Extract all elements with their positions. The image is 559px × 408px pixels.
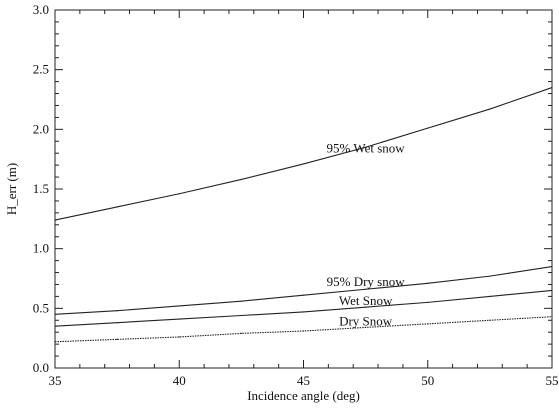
series-1-point (365, 146, 367, 148)
x-axis-label: Incidence angle (deg) (247, 388, 360, 403)
series-4-point (178, 336, 180, 338)
series-label-4: Dry Snow (339, 313, 393, 328)
series-line-1 (54, 87, 553, 221)
series-3-point (54, 325, 56, 327)
series-3-point (489, 295, 491, 297)
series-1-point (551, 86, 553, 89)
series-2-point (427, 282, 429, 284)
series-label-3: Wet Snow (339, 293, 393, 308)
plot-frame (54, 9, 553, 369)
axes (54, 9, 553, 369)
series-3-point (365, 306, 367, 308)
y-axis-label: H_err (m) (4, 163, 19, 215)
y-tick-label: 2.5 (33, 62, 49, 77)
y-tick-label: 2.0 (33, 121, 49, 136)
series-3-point (551, 289, 553, 292)
series-labels: 95% Wet snow 95% Dry snow Wet Snow Dry Snow (327, 140, 406, 328)
series-2-point (178, 305, 180, 307)
series-2-point (302, 294, 305, 296)
series-4-point (302, 330, 305, 332)
series-1-point (302, 163, 305, 165)
y-tick-label: 3.0 (33, 2, 49, 17)
series-1-point (240, 178, 242, 181)
series-4-point (489, 319, 491, 321)
series-line-4 (54, 316, 553, 343)
series-3-point (178, 318, 180, 320)
y-tick-label: 1.0 (33, 241, 49, 256)
series-4-point (240, 332, 242, 334)
series-4-point (365, 326, 367, 329)
series-3-point (116, 322, 118, 324)
series-2-point (240, 300, 242, 302)
series-4-point (551, 316, 553, 318)
series-lines (54, 86, 553, 343)
series-line-2 (54, 266, 553, 315)
series-4-point (54, 341, 56, 343)
series-1-point (54, 219, 56, 221)
series-2-point (365, 288, 367, 290)
x-tick-label: 45 (297, 373, 310, 388)
y-tick-label: 0.5 (33, 300, 49, 315)
series-4-point (427, 323, 429, 325)
series-1-point (178, 193, 180, 195)
y-tick-label: 1.5 (33, 181, 49, 196)
x-tick-label: 55 (546, 373, 559, 388)
x-tick-label: 50 (421, 373, 434, 388)
series-4-point (116, 338, 118, 340)
series-2-point (54, 313, 56, 315)
x-tick-label: 35 (49, 373, 62, 388)
series-1-point (116, 206, 118, 208)
series-1-point (427, 127, 429, 129)
series-1-point (489, 108, 491, 110)
series-3-point (302, 311, 305, 313)
series-2-point (551, 265, 553, 268)
series-3-point (240, 314, 242, 317)
series-2-point (489, 275, 491, 277)
series-2-point (116, 310, 118, 312)
series-3-point (427, 301, 429, 303)
y-tick-label: 0.0 (33, 360, 49, 375)
ticks: 35 40 45 50 55 0.0 0.5 1.0 1.5 2.0 2.5 3.0 (33, 2, 559, 388)
x-tick-label: 40 (173, 373, 186, 388)
series-label-2: 95% Dry snow (327, 274, 406, 289)
series-label-1: 95% Wet snow (327, 140, 406, 155)
